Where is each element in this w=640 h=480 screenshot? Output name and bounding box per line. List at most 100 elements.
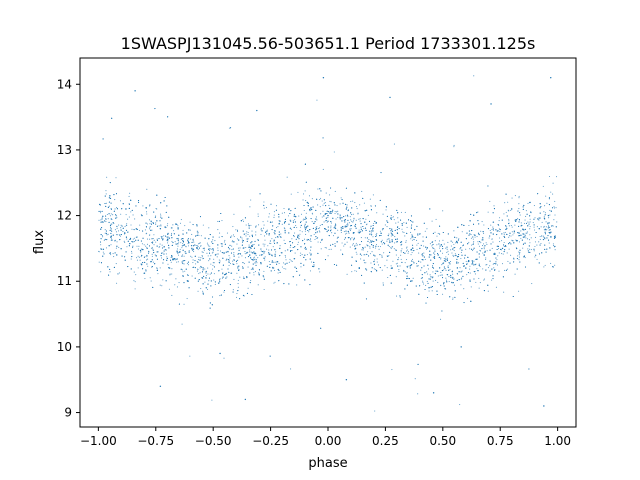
data-point	[326, 221, 328, 223]
data-point	[386, 215, 388, 217]
data-point	[156, 225, 158, 227]
data-point	[334, 211, 336, 213]
data-point	[400, 244, 402, 246]
data-point	[231, 245, 233, 247]
data-point	[549, 229, 551, 231]
data-point	[171, 255, 173, 257]
data-point	[525, 237, 527, 239]
data-point	[517, 218, 519, 220]
data-point	[454, 253, 456, 255]
data-point	[407, 251, 410, 253]
data-point	[537, 193, 539, 195]
data-point	[391, 232, 393, 234]
data-point	[102, 236, 104, 238]
data-point	[290, 193, 292, 195]
data-point	[437, 275, 439, 277]
data-point	[502, 253, 504, 255]
data-point	[395, 295, 398, 297]
data-point	[269, 263, 271, 266]
data-point	[504, 202, 506, 204]
data-point	[547, 234, 549, 237]
data-point	[196, 270, 198, 272]
data-point	[452, 255, 454, 257]
data-point	[127, 265, 129, 268]
data-point	[416, 248, 418, 250]
data-point	[218, 270, 220, 272]
data-point	[474, 273, 476, 275]
data-point	[498, 248, 500, 250]
data-point	[219, 295, 221, 297]
data-point	[166, 257, 168, 259]
data-point	[482, 237, 484, 239]
data-point	[370, 225, 372, 227]
data-point	[548, 242, 550, 244]
data-point	[459, 248, 461, 250]
data-point	[227, 268, 229, 270]
data-point	[299, 230, 301, 232]
data-point	[202, 269, 204, 271]
data-point	[268, 249, 270, 251]
data-point	[244, 251, 246, 253]
data-point	[476, 251, 478, 253]
data-point	[541, 252, 543, 254]
data-point	[164, 226, 166, 228]
data-point	[111, 117, 113, 119]
data-point	[277, 226, 279, 228]
data-point	[431, 241, 433, 243]
data-point	[371, 267, 373, 269]
data-point	[424, 258, 426, 261]
data-point	[132, 245, 134, 247]
data-point	[527, 225, 529, 227]
data-point	[164, 249, 166, 251]
data-point	[109, 268, 111, 270]
data-point	[106, 234, 108, 236]
data-point	[104, 232, 106, 234]
data-point	[198, 247, 200, 249]
data-point	[351, 220, 353, 222]
data-point	[445, 247, 447, 249]
data-point	[518, 203, 520, 205]
data-point	[387, 244, 389, 246]
data-point	[124, 256, 126, 258]
data-point	[209, 245, 211, 247]
data-point	[198, 234, 200, 236]
data-point	[156, 239, 158, 241]
data-point	[411, 249, 413, 252]
data-point	[441, 264, 443, 266]
data-point	[441, 252, 444, 254]
data-point	[269, 242, 271, 244]
data-point	[522, 206, 524, 208]
data-point	[176, 258, 178, 260]
data-point	[152, 286, 154, 288]
data-point	[126, 224, 128, 227]
data-point	[330, 229, 332, 231]
data-point	[188, 242, 190, 244]
data-point	[237, 253, 240, 255]
data-point	[423, 222, 425, 224]
data-point	[344, 221, 346, 223]
data-point	[432, 257, 434, 259]
data-point	[200, 257, 202, 259]
data-point	[127, 240, 129, 242]
data-point	[539, 238, 541, 240]
data-point	[522, 233, 524, 235]
data-point	[260, 263, 262, 265]
data-point	[530, 237, 532, 239]
data-point	[482, 252, 484, 254]
data-point	[112, 214, 114, 216]
data-point	[419, 285, 421, 287]
data-point	[352, 220, 355, 222]
data-point	[293, 213, 295, 215]
data-point	[387, 221, 389, 223]
data-point	[476, 268, 478, 270]
data-point	[194, 267, 196, 269]
data-point	[522, 247, 524, 249]
data-point	[419, 233, 421, 235]
data-point	[288, 283, 290, 285]
data-point	[150, 247, 153, 249]
data-point	[492, 212, 494, 214]
data-point	[290, 250, 292, 252]
data-point	[232, 234, 235, 236]
data-point	[375, 244, 378, 246]
data-point	[482, 232, 485, 234]
